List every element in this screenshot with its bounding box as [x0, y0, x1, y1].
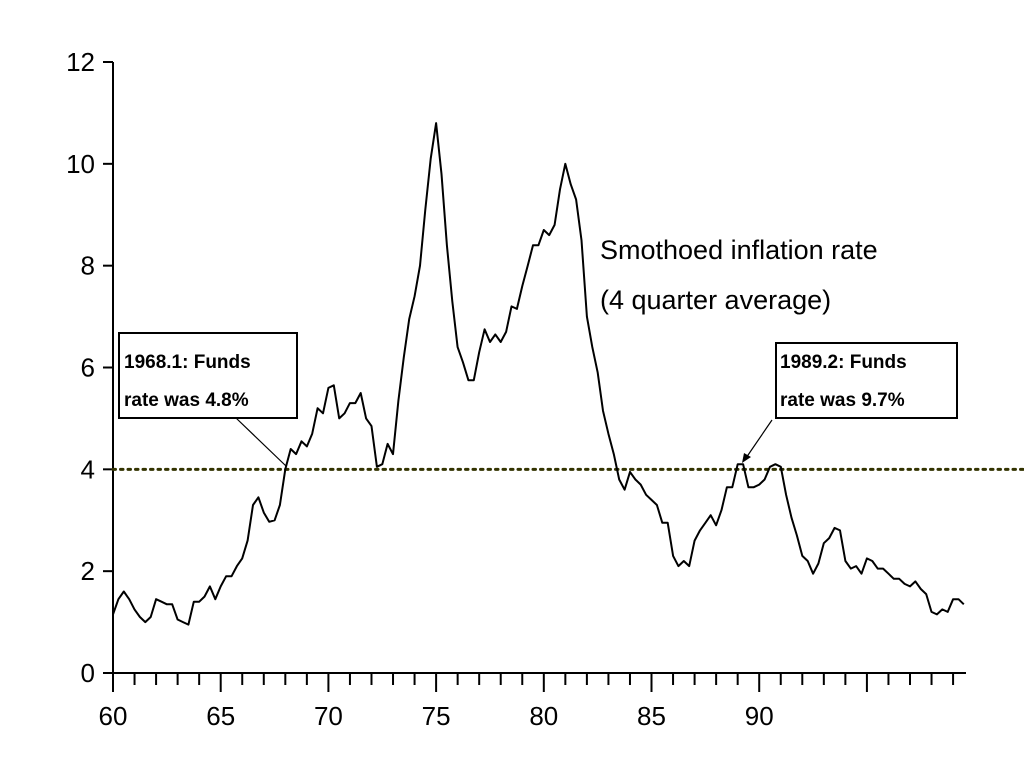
y-tick-label-6: 6 [81, 353, 95, 383]
callout-1989-box [775, 342, 958, 419]
y-tick-label-10: 10 [66, 149, 95, 179]
inflation-series-line [112, 122, 965, 626]
series-label-line-2: (4 quarter average) [600, 285, 831, 315]
callout-1989: 1989.2: Funds rate was 9.7% [742, 342, 958, 463]
x-tick-labels: 60 65 70 75 80 85 90 [99, 701, 774, 731]
callout-1968-line-2: rate was 4.8% [124, 390, 249, 411]
callout-1989-leader-line [745, 419, 773, 459]
x-tick-label-85: 85 [637, 701, 666, 731]
chart-axes [103, 61, 966, 692]
callout-1968-line-1: 1968.1: Funds [124, 352, 251, 373]
y-tick-labels: 0 2 4 6 8 10 12 [66, 47, 95, 688]
x-tick-label-80: 80 [529, 701, 558, 731]
x-tick-label-75: 75 [422, 701, 451, 731]
callout-1989-line-1: 1989.2: Funds [780, 352, 907, 373]
callout-1989-line-2: rate was 9.7% [780, 390, 905, 411]
x-tick-label-70: 70 [314, 701, 343, 731]
callout-1968-leader-line [235, 417, 287, 467]
y-tick-label-8: 8 [81, 251, 95, 281]
callout-1989-arrowhead [742, 453, 751, 463]
y-tick-label-0: 0 [81, 658, 95, 688]
callout-1968-box [118, 332, 298, 419]
x-tick-label-60: 60 [99, 701, 128, 731]
series-label-line-1: Smothoed inflation rate [600, 235, 878, 265]
callout-1968: 1968.1: Funds rate was 4.8% [118, 332, 298, 467]
x-tick-label-90: 90 [745, 701, 774, 731]
x-tick-label-65: 65 [206, 701, 235, 731]
y-tick-label-2: 2 [81, 556, 95, 586]
y-tick-label-4: 4 [81, 454, 95, 484]
y-tick-label-12: 12 [66, 47, 95, 77]
